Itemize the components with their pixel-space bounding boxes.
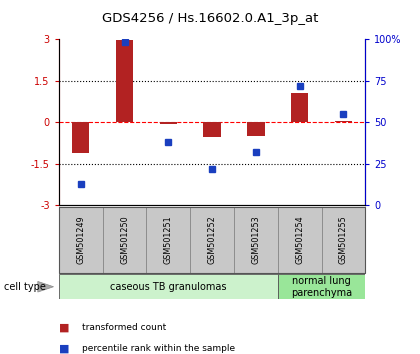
Text: GSM501251: GSM501251 (164, 216, 173, 264)
Text: ■: ■ (59, 344, 69, 354)
Bar (160, 122, 177, 124)
Text: GSM501250: GSM501250 (120, 216, 129, 264)
Bar (59, 274, 278, 299)
Text: normal lung
parenchyma: normal lung parenchyma (291, 275, 352, 298)
Bar (147, 207, 190, 273)
Text: caseous TB granulomas: caseous TB granulomas (110, 282, 226, 292)
Text: GSM501253: GSM501253 (252, 216, 260, 264)
Bar (335, 121, 352, 122)
Bar (102, 207, 147, 273)
Bar (322, 207, 365, 273)
Bar (234, 207, 278, 273)
Bar (291, 93, 308, 122)
Text: GSM501255: GSM501255 (339, 216, 348, 264)
Bar (190, 207, 234, 273)
Text: GDS4256 / Hs.16602.0.A1_3p_at: GDS4256 / Hs.16602.0.A1_3p_at (102, 12, 318, 25)
Text: cell type: cell type (4, 282, 46, 292)
Bar (278, 207, 322, 273)
Bar (59, 207, 102, 273)
Bar (278, 274, 365, 299)
Bar (116, 40, 133, 122)
Text: GSM501252: GSM501252 (207, 216, 217, 264)
Bar (203, 122, 221, 137)
Polygon shape (38, 281, 54, 292)
Text: percentile rank within the sample: percentile rank within the sample (82, 344, 235, 353)
Text: transformed count: transformed count (82, 323, 166, 332)
Text: GSM501249: GSM501249 (76, 216, 85, 264)
Bar (247, 122, 265, 136)
Text: ■: ■ (59, 322, 69, 332)
Text: GSM501254: GSM501254 (295, 216, 304, 264)
Bar (72, 122, 89, 153)
